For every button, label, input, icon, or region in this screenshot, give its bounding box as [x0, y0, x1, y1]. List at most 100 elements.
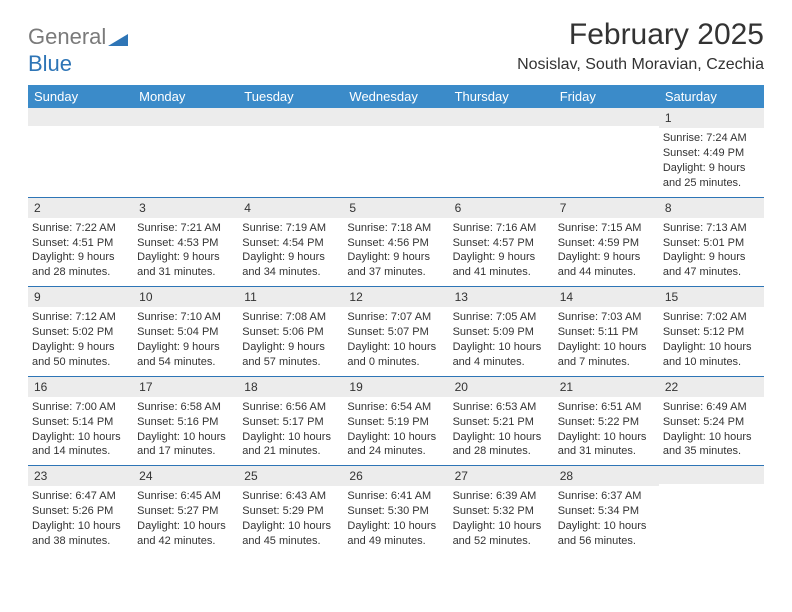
daylight1-text: Daylight: 10 hours	[242, 519, 339, 534]
daylight2-text: and 14 minutes.	[32, 444, 129, 459]
day-cell: 4Sunrise: 7:19 AMSunset: 4:54 PMDaylight…	[238, 198, 343, 287]
title-block: February 2025 Nosislav, South Moravian, …	[517, 18, 764, 74]
daylight2-text: and 52 minutes.	[453, 534, 550, 549]
daylight1-text: Daylight: 10 hours	[32, 430, 129, 445]
day-number	[133, 108, 238, 126]
day-number: 17	[133, 377, 238, 397]
day-number	[554, 108, 659, 126]
sunset-text: Sunset: 5:29 PM	[242, 504, 339, 519]
sunset-text: Sunset: 5:26 PM	[32, 504, 129, 519]
day-number	[343, 108, 448, 126]
day-number: 5	[343, 198, 448, 218]
daylight1-text: Daylight: 9 hours	[558, 250, 655, 265]
daylight1-text: Daylight: 9 hours	[137, 340, 234, 355]
sunset-text: Sunset: 4:59 PM	[558, 236, 655, 251]
daylight2-text: and 4 minutes.	[453, 355, 550, 370]
daylight2-text: and 35 minutes.	[663, 444, 760, 459]
day-number: 27	[449, 466, 554, 486]
day-cell: 15Sunrise: 7:02 AMSunset: 5:12 PMDayligh…	[659, 287, 764, 376]
sunset-text: Sunset: 5:01 PM	[663, 236, 760, 251]
daylight2-text: and 41 minutes.	[453, 265, 550, 280]
sunset-text: Sunset: 4:54 PM	[242, 236, 339, 251]
daylight1-text: Daylight: 10 hours	[32, 519, 129, 534]
daylight1-text: Daylight: 10 hours	[347, 519, 444, 534]
day-cell	[343, 108, 448, 197]
sunrise-text: Sunrise: 6:58 AM	[137, 400, 234, 415]
day-cell: 27Sunrise: 6:39 AMSunset: 5:32 PMDayligh…	[449, 466, 554, 555]
daylight2-text: and 10 minutes.	[663, 355, 760, 370]
day-cell: 10Sunrise: 7:10 AMSunset: 5:04 PMDayligh…	[133, 287, 238, 376]
day-header-row: Sunday Monday Tuesday Wednesday Thursday…	[28, 85, 764, 108]
daylight2-text: and 28 minutes.	[32, 265, 129, 280]
day-number: 4	[238, 198, 343, 218]
sunrise-text: Sunrise: 7:00 AM	[32, 400, 129, 415]
sunset-text: Sunset: 5:14 PM	[32, 415, 129, 430]
sunrise-text: Sunrise: 6:56 AM	[242, 400, 339, 415]
day-cell: 25Sunrise: 6:43 AMSunset: 5:29 PMDayligh…	[238, 466, 343, 555]
day-number: 11	[238, 287, 343, 307]
day-number: 13	[449, 287, 554, 307]
daylight1-text: Daylight: 10 hours	[242, 430, 339, 445]
dayhead-sun: Sunday	[28, 85, 133, 108]
daylight1-text: Daylight: 10 hours	[663, 340, 760, 355]
month-title: February 2025	[517, 18, 764, 52]
day-number: 9	[28, 287, 133, 307]
daylight2-text: and 47 minutes.	[663, 265, 760, 280]
daylight2-text: and 57 minutes.	[242, 355, 339, 370]
day-number: 21	[554, 377, 659, 397]
sunset-text: Sunset: 4:57 PM	[453, 236, 550, 251]
sunrise-text: Sunrise: 6:39 AM	[453, 489, 550, 504]
sunset-text: Sunset: 5:19 PM	[347, 415, 444, 430]
day-cell: 18Sunrise: 6:56 AMSunset: 5:17 PMDayligh…	[238, 377, 343, 466]
daylight2-text: and 34 minutes.	[242, 265, 339, 280]
sunrise-text: Sunrise: 7:03 AM	[558, 310, 655, 325]
day-number: 16	[28, 377, 133, 397]
day-number: 15	[659, 287, 764, 307]
day-number: 19	[343, 377, 448, 397]
daylight2-text: and 21 minutes.	[242, 444, 339, 459]
sunset-text: Sunset: 5:12 PM	[663, 325, 760, 340]
calendar-grid: Sunday Monday Tuesday Wednesday Thursday…	[28, 85, 764, 555]
sunrise-text: Sunrise: 6:53 AM	[453, 400, 550, 415]
week-row: 16Sunrise: 7:00 AMSunset: 5:14 PMDayligh…	[28, 377, 764, 467]
sunrise-text: Sunrise: 7:24 AM	[663, 131, 760, 146]
sunrise-text: Sunrise: 7:08 AM	[242, 310, 339, 325]
daylight1-text: Daylight: 10 hours	[347, 430, 444, 445]
daylight1-text: Daylight: 10 hours	[558, 519, 655, 534]
sunset-text: Sunset: 5:09 PM	[453, 325, 550, 340]
sunrise-text: Sunrise: 7:13 AM	[663, 221, 760, 236]
day-number: 22	[659, 377, 764, 397]
daylight2-text: and 17 minutes.	[137, 444, 234, 459]
sunset-text: Sunset: 5:22 PM	[558, 415, 655, 430]
dayhead-wed: Wednesday	[343, 85, 448, 108]
day-cell: 17 Sunrise: 6:58 AMSunset: 5:16 PMDayligh…	[133, 377, 238, 466]
daylight1-text: Daylight: 9 hours	[242, 340, 339, 355]
day-number: 23	[28, 466, 133, 486]
day-cell: 24Sunrise: 6:45 AMSunset: 5:27 PMDayligh…	[133, 466, 238, 555]
sunset-text: Sunset: 5:21 PM	[453, 415, 550, 430]
sunset-text: Sunset: 5:11 PM	[558, 325, 655, 340]
day-cell	[554, 108, 659, 197]
day-cell: 9Sunrise: 7:12 AMSunset: 5:02 PMDaylight…	[28, 287, 133, 376]
sunrise-text: Sunrise: 7:18 AM	[347, 221, 444, 236]
daylight1-text: Daylight: 9 hours	[663, 161, 760, 176]
day-cell: 1Sunrise: 7:24 AMSunset: 4:49 PMDaylight…	[659, 108, 764, 197]
daylight2-text: and 37 minutes.	[347, 265, 444, 280]
daylight2-text: and 50 minutes.	[32, 355, 129, 370]
day-cell: 12Sunrise: 7:07 AMSunset: 5:07 PMDayligh…	[343, 287, 448, 376]
day-cell: 20Sunrise: 6:53 AMSunset: 5:21 PMDayligh…	[449, 377, 554, 466]
daylight1-text: Daylight: 9 hours	[32, 340, 129, 355]
daylight2-text: and 38 minutes.	[32, 534, 129, 549]
header: General Blue February 2025 Nosislav, Sou…	[28, 18, 764, 77]
sunrise-text: Sunrise: 7:10 AM	[137, 310, 234, 325]
sunrise-text: Sunrise: 7:16 AM	[453, 221, 550, 236]
sunrise-text: Sunrise: 6:43 AM	[242, 489, 339, 504]
daylight2-text: and 42 minutes.	[137, 534, 234, 549]
daylight1-text: Daylight: 10 hours	[137, 430, 234, 445]
sunrise-text: Sunrise: 6:41 AM	[347, 489, 444, 504]
sunrise-text: Sunrise: 6:37 AM	[558, 489, 655, 504]
sunset-text: Sunset: 5:16 PM	[137, 415, 234, 430]
sunrise-text: Sunrise: 6:54 AM	[347, 400, 444, 415]
sunset-text: Sunset: 5:02 PM	[32, 325, 129, 340]
daylight1-text: Daylight: 9 hours	[453, 250, 550, 265]
